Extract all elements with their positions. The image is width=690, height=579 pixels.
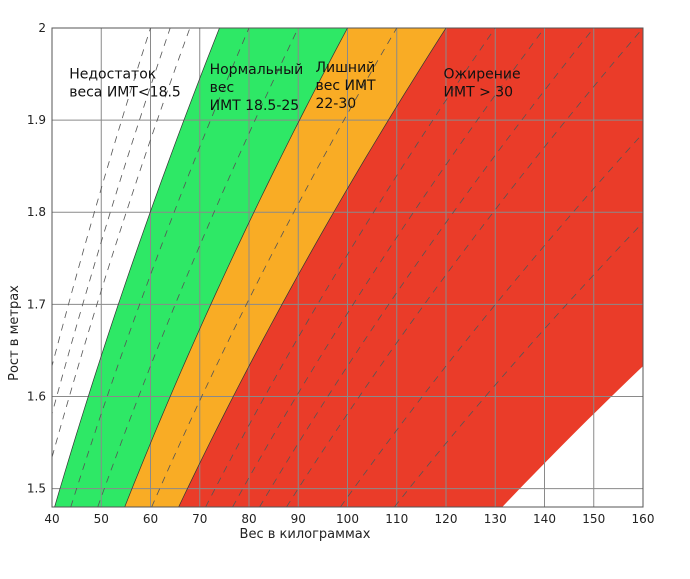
dashed-bmi-line <box>97 28 299 507</box>
dashed-bmi-line <box>205 28 496 507</box>
y-tick-label: 1.8 <box>27 205 46 219</box>
dashed-bmi-line <box>232 28 545 507</box>
y-tick-label: 1.6 <box>27 389 46 403</box>
bmi-region-0 <box>52 28 220 507</box>
region-label-0: Недостаток веса ИМТ<18.5 <box>69 67 181 101</box>
region-label-line: Недостаток <box>69 67 156 83</box>
grid <box>52 28 643 507</box>
y-tick-label: 1.9 <box>27 113 46 127</box>
dashed-bmi-line <box>52 28 151 368</box>
x-tick-label: 40 <box>44 512 59 526</box>
region-label-line: ИМТ > 30 <box>444 85 514 101</box>
dashed-bmi-line <box>340 132 643 507</box>
y-tick-label: 2 <box>38 21 46 35</box>
dashed-bmi-line <box>52 28 171 416</box>
x-tick-label: 80 <box>241 512 256 526</box>
dashed-bmi-line <box>70 28 250 507</box>
y-axis-title: Рост в метрах <box>7 285 22 381</box>
region-labels: Недостаток веса ИМТ<18.5 Нормальный вес ИМТ … <box>69 60 520 114</box>
region-label-line: ИМТ 18.5-25 <box>210 98 300 114</box>
bmi-region-2 <box>124 28 446 507</box>
dashed-bmi-line <box>151 28 398 507</box>
bmi-boundary-line <box>178 28 447 507</box>
region-label-line: вес <box>210 80 235 96</box>
region-label-line: Лишний <box>315 60 375 76</box>
x-tick-label: 130 <box>484 512 507 526</box>
region-label-line: Ожирение <box>444 67 521 83</box>
x-tick-label: 90 <box>291 512 306 526</box>
y-tick-label: 1.5 <box>27 482 46 496</box>
y-tick-label: 1.7 <box>27 297 46 311</box>
dashed-bmi-line <box>394 221 643 507</box>
x-tick-label: 140 <box>533 512 556 526</box>
x-tick-labels: 40 50 60 70 80 90 100 110 120 130 140 150 160 <box>44 512 654 526</box>
region-label-3: Ожирение ИМТ > 30 <box>444 67 521 101</box>
x-tick-label: 100 <box>336 512 359 526</box>
bmi-boundary-line <box>124 28 348 507</box>
x-tick-label: 70 <box>192 512 207 526</box>
region-label-line: веса ИМТ<18.5 <box>69 85 181 101</box>
bmi-boundary-line <box>54 28 220 507</box>
bmi-region-1 <box>54 28 348 507</box>
x-tick-label: 50 <box>94 512 109 526</box>
region-label-2: Лишний вес ИМТ 22-30 <box>315 60 376 112</box>
bmi-regions <box>52 28 643 507</box>
x-tick-label: 150 <box>582 512 605 526</box>
region-label-line: 22-30 <box>315 96 356 112</box>
x-tick-label: 120 <box>435 512 458 526</box>
dashed-bmi-line <box>52 28 191 459</box>
x-axis-title: Вес в килограммах <box>240 527 371 542</box>
dashed-bmi-line <box>259 28 595 507</box>
region-label-line: вес ИМТ <box>315 78 376 94</box>
x-tick-label: 160 <box>632 512 655 526</box>
x-tick-label: 60 <box>143 512 158 526</box>
dashed-bmi-line <box>286 28 643 507</box>
x-tick-label: 110 <box>385 512 408 526</box>
region-label-line: Нормальный <box>210 62 304 78</box>
y-tick-labels: 1.5 1.6 1.7 1.8 1.9 2 <box>27 21 46 496</box>
bmi-region-3 <box>178 28 643 507</box>
region-label-1: Нормальный вес ИМТ 18.5-25 <box>210 62 304 114</box>
dashed-bmi-lines <box>52 28 643 507</box>
plot-border <box>51 27 644 508</box>
